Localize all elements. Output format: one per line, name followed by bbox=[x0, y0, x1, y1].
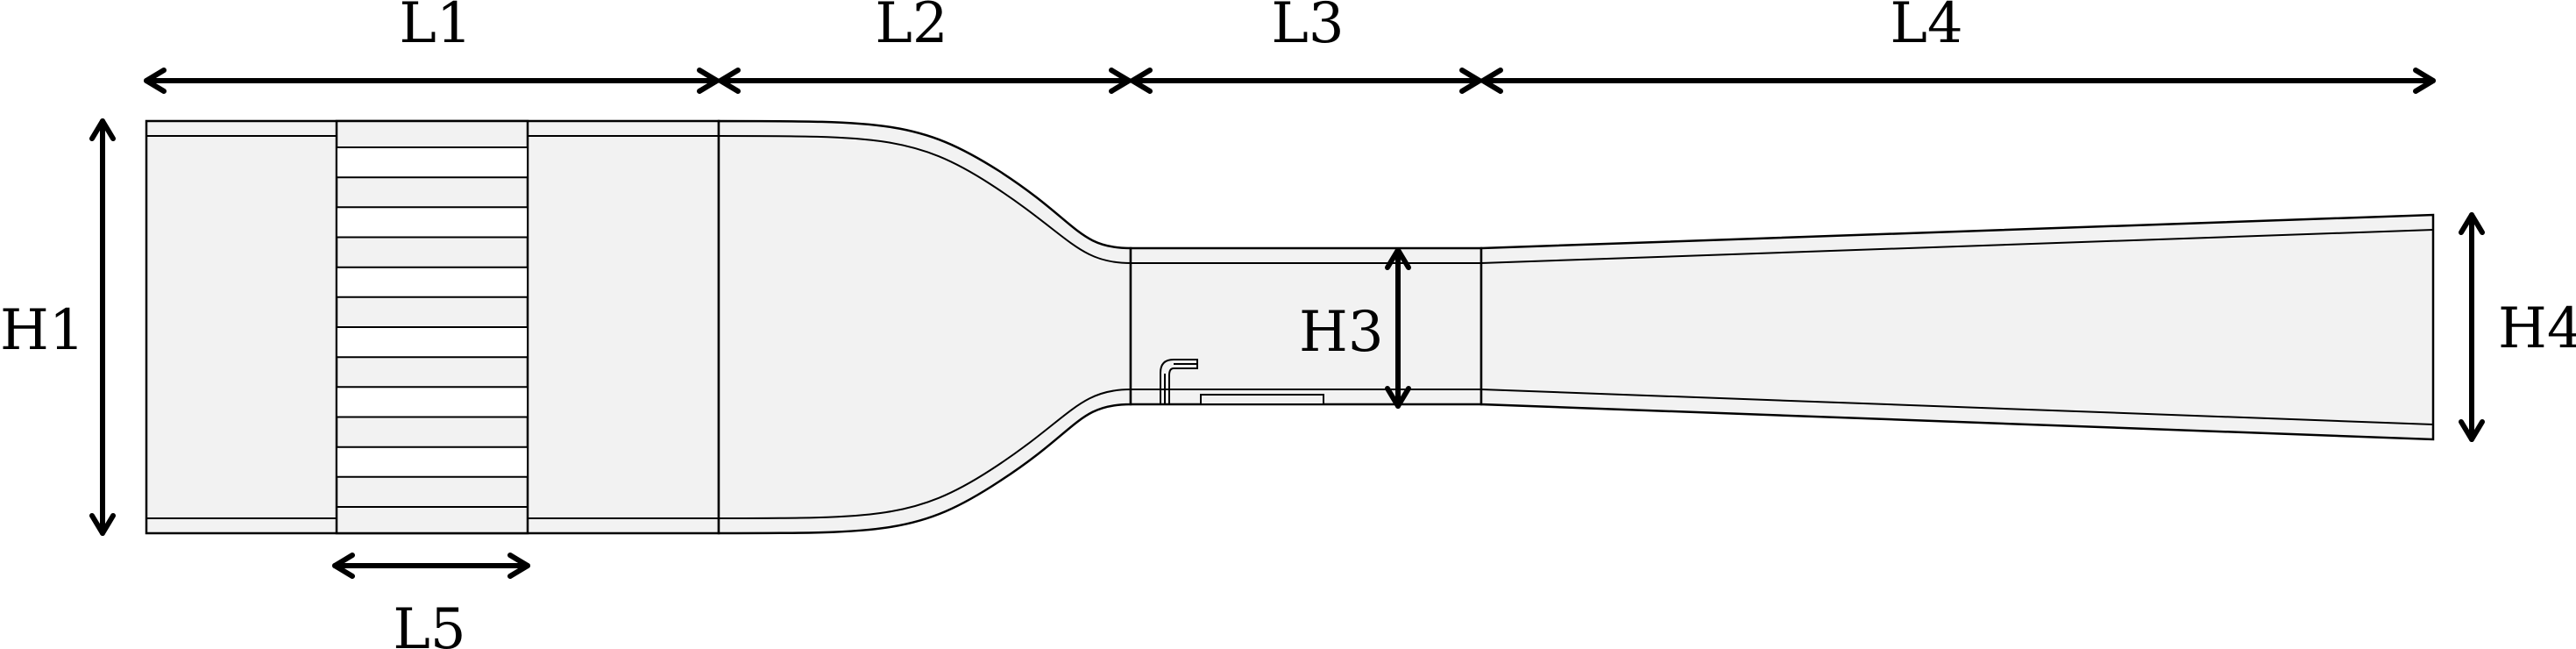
honeycomb-channel bbox=[337, 447, 527, 476]
dimension-l1-arrow bbox=[144, 68, 720, 94]
dimension-l3-arrow bbox=[1130, 68, 1482, 94]
label-l4: L4 bbox=[1890, 0, 1962, 56]
honeycomb-section bbox=[335, 119, 529, 535]
pitot-tube bbox=[1160, 359, 1198, 404]
honeycomb-channel bbox=[337, 267, 527, 296]
label-h3: H3 bbox=[1299, 300, 1384, 365]
diffuser-section bbox=[1480, 213, 2435, 441]
label-l2: L2 bbox=[875, 0, 947, 56]
honeycomb-channel bbox=[337, 328, 527, 357]
honeycomb-channel bbox=[337, 388, 527, 417]
dimension-l4-arrow bbox=[1480, 68, 2436, 94]
contraction-section bbox=[717, 119, 1132, 535]
label-l1: L1 bbox=[399, 0, 472, 56]
label-h4: H4 bbox=[2498, 296, 2576, 361]
label-h1: H1 bbox=[0, 298, 85, 363]
honeycomb-channel bbox=[337, 208, 527, 237]
dimension-h4-arrow bbox=[2459, 212, 2485, 442]
dimension-l5-arrow bbox=[332, 553, 530, 579]
dimension-h3-arrow bbox=[1385, 247, 1411, 409]
floor-model bbox=[1200, 394, 1324, 405]
dimension-l2-arrow bbox=[718, 68, 1132, 94]
dimension-arrows bbox=[89, 68, 2485, 579]
label-l3: L3 bbox=[1271, 0, 1344, 56]
honeycomb-channel bbox=[337, 148, 527, 177]
dimension-h1-arrow bbox=[89, 118, 116, 536]
label-l5: L5 bbox=[393, 597, 465, 649]
